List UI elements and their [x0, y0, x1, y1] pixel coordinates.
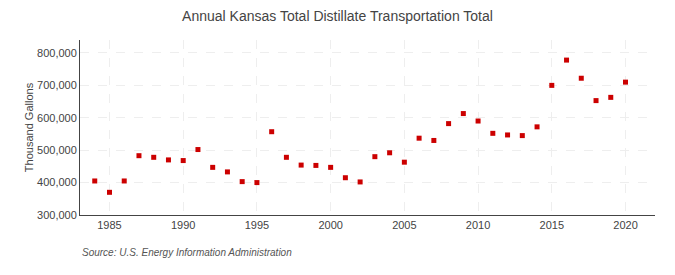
- svg-text:2005: 2005: [392, 219, 416, 231]
- svg-text:300,000: 300,000: [37, 209, 77, 221]
- svg-text:1995: 1995: [245, 219, 269, 231]
- svg-text:1985: 1985: [97, 219, 121, 231]
- svg-text:400,000: 400,000: [37, 176, 77, 188]
- svg-text:2020: 2020: [613, 219, 637, 231]
- svg-text:2010: 2010: [466, 219, 490, 231]
- svg-text:Source: U.S. Energy Informatio: Source: U.S. Energy Information Administ…: [82, 247, 292, 258]
- svg-text:500,000: 500,000: [37, 144, 77, 156]
- svg-text:800,000: 800,000: [37, 47, 77, 59]
- svg-text:700,000: 700,000: [37, 79, 77, 91]
- svg-text:600,000: 600,000: [37, 112, 77, 124]
- svg-text:2000: 2000: [318, 219, 342, 231]
- svg-text:Thousand Gallons: Thousand Gallons: [23, 82, 35, 172]
- svg-text:2015: 2015: [540, 219, 564, 231]
- svg-text:1990: 1990: [171, 219, 195, 231]
- svg-text:Annual Kansas Total Distillate: Annual Kansas Total Distillate Transport…: [182, 8, 493, 24]
